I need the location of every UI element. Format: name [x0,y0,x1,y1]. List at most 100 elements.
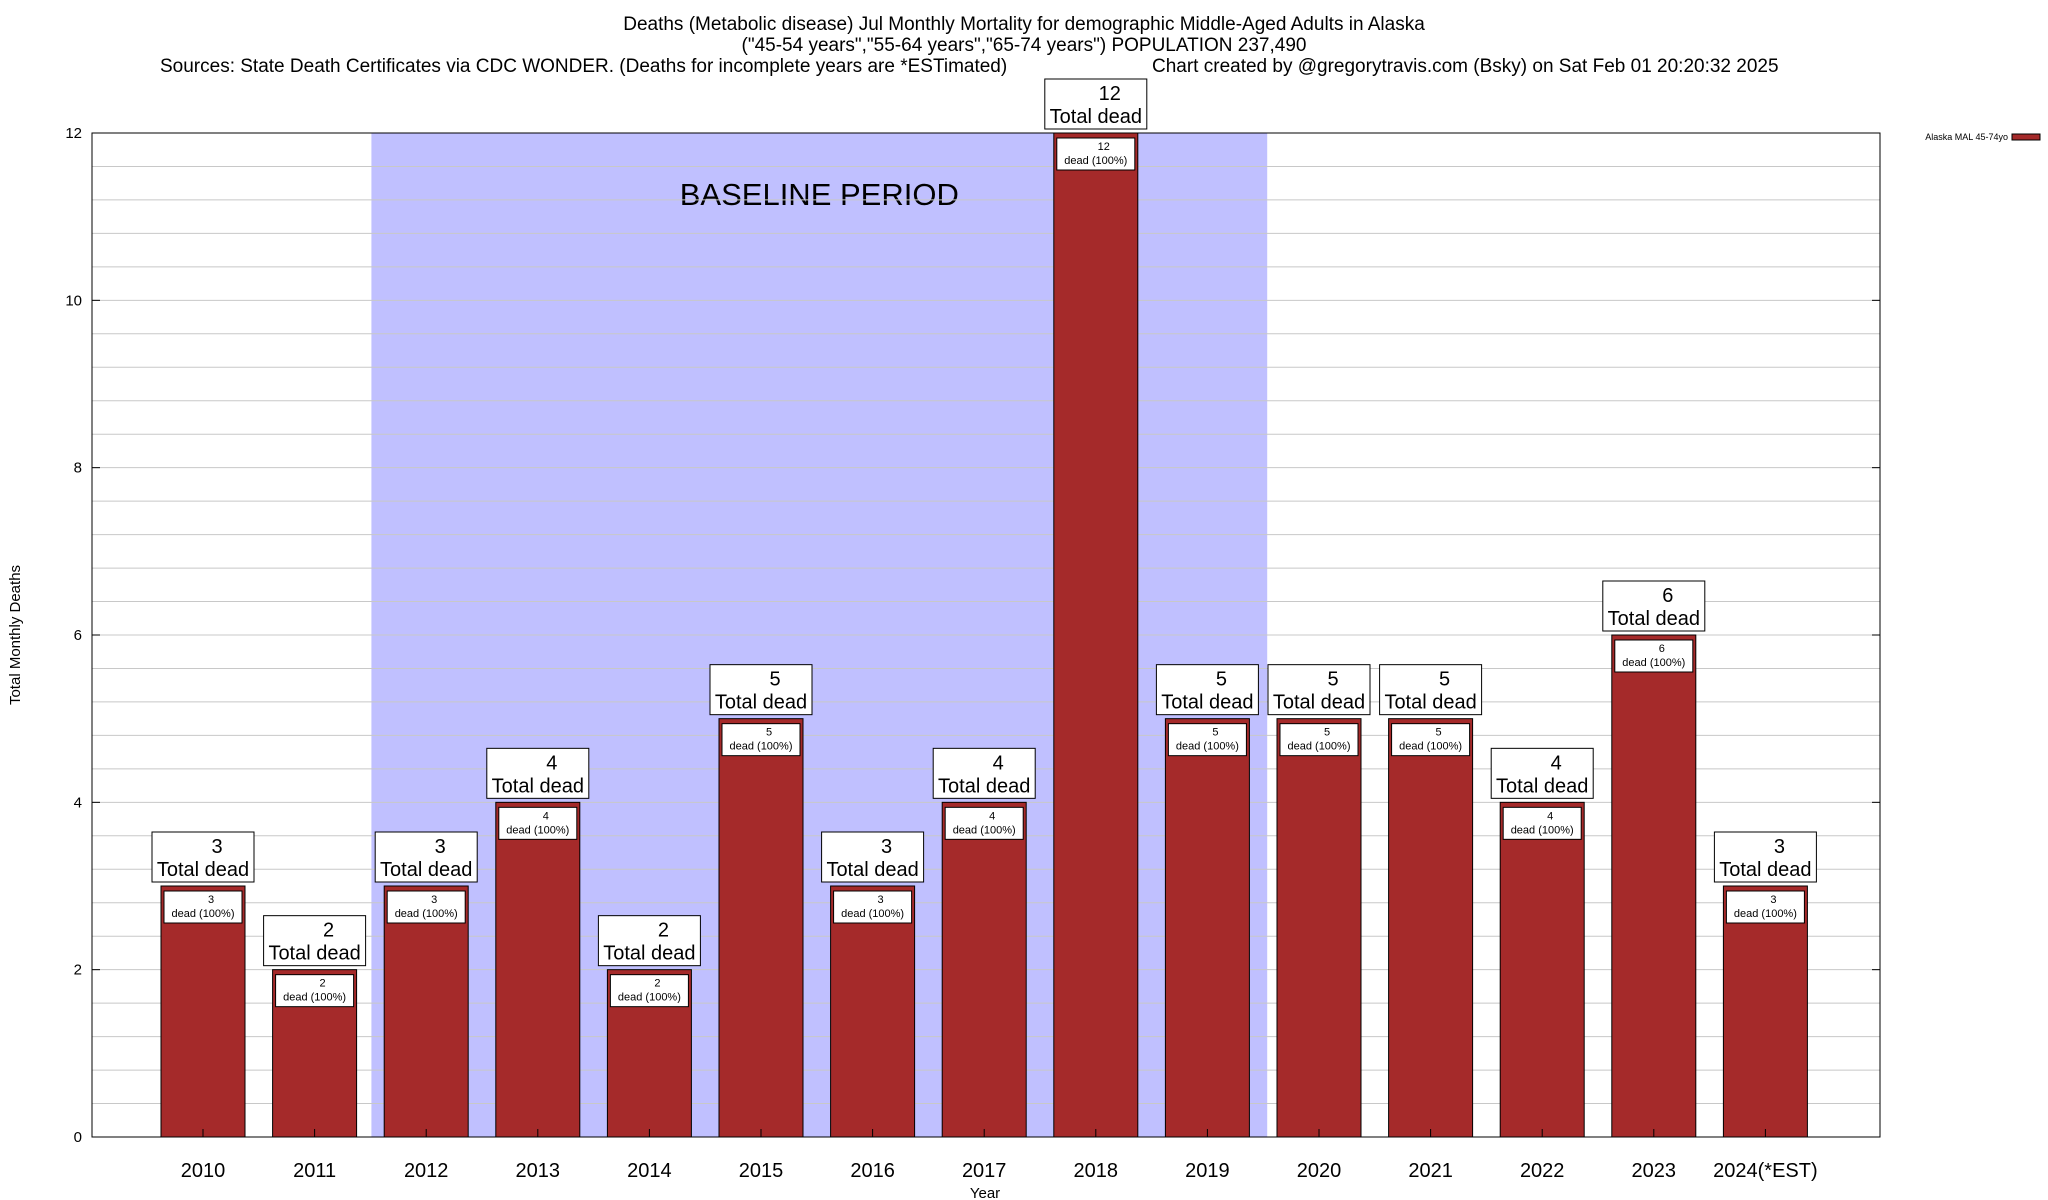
bar [718,718,804,1138]
bar-total-caption: Total dead [380,859,472,881]
bar-inner-value: 2 [320,978,326,990]
bar-inner-value: 3 [1770,894,1776,906]
bar-total-value: 2 [323,920,334,942]
bar-inner-label-box [944,806,1024,840]
bar [941,801,1027,1138]
bar [495,801,581,1138]
bar-total-label-box [932,747,1036,799]
bar-total-caption: Total dead [603,943,695,965]
bar-inner-value: 5 [1324,727,1330,739]
bar [383,885,469,1138]
x-tick-label: 2013 [516,1160,561,1182]
chart-title: Deaths (Metabolic disease) Jul Monthly M… [623,14,1425,35]
bar-inner-label-box [1391,723,1471,757]
bar-inner-percent: dead (100%) [1064,155,1127,167]
bar-inner-value: 2 [654,978,660,990]
bar-total-label-box [1155,664,1259,716]
y-axis-label: Total Monthly Deaths [7,565,24,705]
x-axis-label: Year [970,1185,1000,1200]
x-tick-label: 2022 [1520,1160,1565,1182]
bar-inner-label-box [498,806,578,840]
bar-inner-value: 4 [543,810,549,822]
bar-total-caption: Total dead [268,943,360,965]
chart-subtitle: ("45-54 years","55-64 years","65-74 year… [741,35,1307,56]
x-tick-label: 2017 [962,1160,1007,1182]
bar-inner-percent: dead (100%) [506,824,569,836]
bar [1611,634,1697,1138]
x-tick-label: 2023 [1632,1160,1677,1182]
bar-inner-label-box [1614,639,1694,673]
bar-inner-percent: dead (100%) [283,992,346,1004]
bar-total-label-box [709,664,813,716]
bar-total-caption: Total dead [826,859,918,881]
bar-inner-label-box [163,890,243,924]
bar-inner-label-box [609,974,689,1008]
bar-inner-value: 3 [878,894,884,906]
bar-total-caption: Total dead [938,775,1030,797]
bar-inner-percent: dead (100%) [953,824,1016,836]
bar-inner-percent: dead (100%) [1176,741,1239,753]
bar-inner-value: 4 [989,810,995,822]
chart-credit: Chart created by @gregorytravis.com (Bsk… [1152,56,1779,77]
bar-inner-value: 4 [1547,810,1553,822]
bar-total-caption: Total dead [157,859,249,881]
x-tick-label: 2014 [627,1160,672,1182]
bar-total-label-box [374,831,478,883]
bar-total-value: 5 [769,669,780,691]
bar-inner-value: 5 [1212,727,1218,739]
bar-total-caption: Total dead [1050,106,1142,128]
bar-inner-percent: dead (100%) [1734,908,1797,920]
bar-total-caption: Total dead [1719,859,1811,881]
x-tick-label: 2020 [1297,1160,1342,1182]
y-tick-label: 10 [65,292,82,309]
bar-inner-label-box [721,723,801,757]
bar-inner-percent: dead (100%) [172,908,235,920]
bar-total-caption: Total dead [1273,692,1365,714]
x-tick-label: 2021 [1408,1160,1453,1182]
x-tick-label: 2010 [181,1160,226,1182]
bar-inner-percent: dead (100%) [395,908,458,920]
bar-total-value: 5 [1439,669,1450,691]
bar-total-label-box [1267,664,1371,716]
bar-total-value: 4 [1551,752,1562,774]
bar-inner-value: 6 [1659,643,1665,655]
bar-total-caption: Total dead [1161,692,1253,714]
bar-total-value: 3 [881,836,892,858]
bar-total-caption: Total dead [1384,692,1476,714]
legend: Alaska MAL 45-74yo [1925,132,2041,142]
bar-inner-label-box [1056,137,1136,171]
chart-sources: Sources: State Death Certificates via CD… [160,56,1008,77]
bar-inner-label-box [275,974,355,1008]
bar-inner-percent: dead (100%) [1288,741,1351,753]
bar-inner-value: 3 [208,894,214,906]
bar [1053,132,1139,1138]
bar [1164,718,1250,1138]
bar-total-label-box [1602,580,1706,632]
bar-inner-value: 5 [1436,727,1442,739]
x-tick-label: 2024(*EST) [1713,1160,1818,1182]
x-tick-label: 2011 [293,1160,336,1182]
bar-total-value: 4 [546,752,557,774]
bar-total-label-box [1490,747,1594,799]
bar-total-caption: Total dead [1608,608,1700,630]
bar [1388,718,1474,1138]
bar-total-label-box [151,831,255,883]
bar-inner-label-box [833,890,913,924]
bar-total-label-box [1713,831,1817,883]
bar-total-value: 2 [658,920,669,942]
bar-inner-label-box [1502,806,1582,840]
bar-total-value: 6 [1662,585,1673,607]
bar-inner-percent: dead (100%) [730,741,793,753]
bar-total-value: 3 [211,836,222,858]
bar-total-caption: Total dead [492,775,584,797]
x-tick-label: 2019 [1185,1160,1230,1182]
x-tick-label: 2016 [850,1160,895,1182]
bar-inner-percent: dead (100%) [1511,824,1574,836]
bar-inner-value: 5 [766,727,772,739]
legend-swatch [2011,133,2041,141]
bar-total-label-box [597,915,701,967]
bar-total-label-box [486,747,590,799]
bar [160,885,246,1138]
x-tick-label: 2015 [739,1160,784,1182]
x-tick-label: 2012 [404,1160,449,1182]
